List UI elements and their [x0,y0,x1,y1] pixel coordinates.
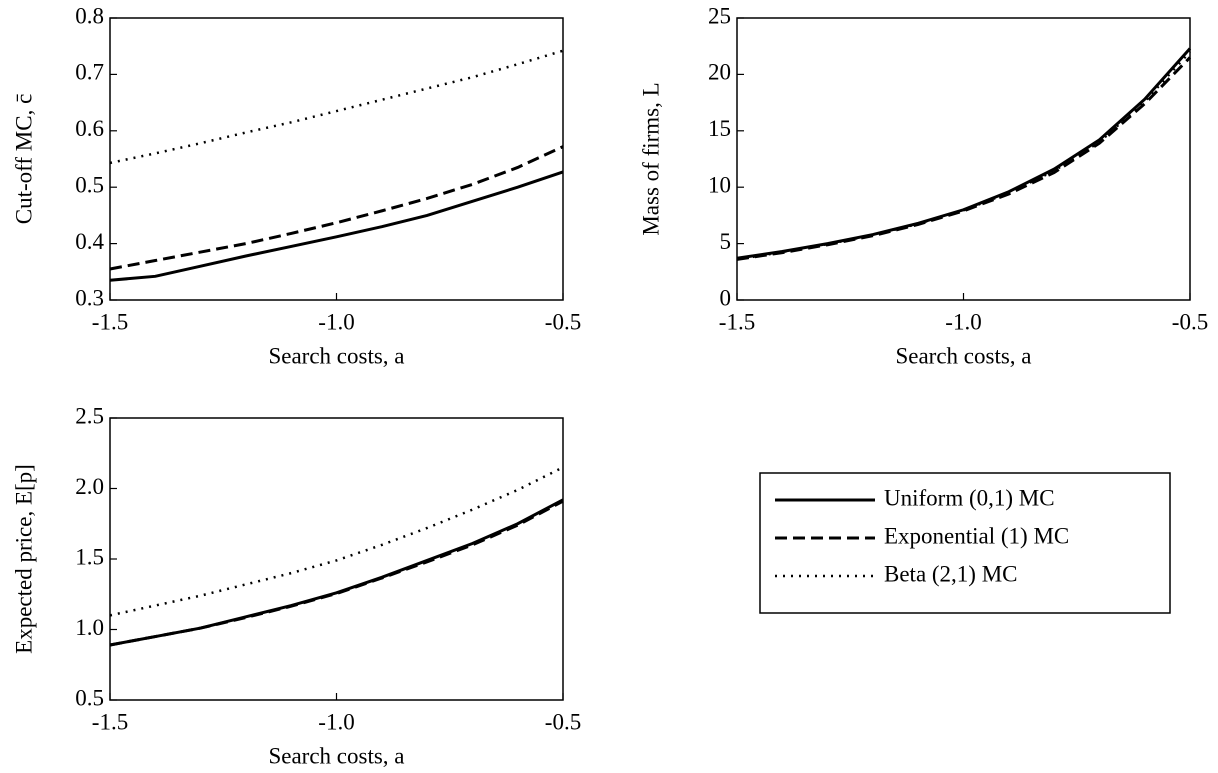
series-line [109,170,564,282]
series-line [109,145,564,271]
x-axis-label: Search costs, a [895,343,1031,368]
y-tick-label: 2.5 [75,403,104,428]
y-tick-label: 0 [720,285,732,310]
legend-label: Exponential (1) MC [884,523,1069,548]
y-tick-label: 0.7 [75,60,104,85]
y-tick-label: 10 [708,172,731,197]
x-tick-label: -0.5 [545,709,581,734]
y-tick-label: 0.5 [75,172,104,197]
x-tick-label: -1.5 [92,309,128,334]
y-tick-label: 1.0 [75,615,104,640]
y-tick-label: 0.5 [75,685,104,710]
x-tick-label: -0.5 [545,309,581,334]
x-tick-label: -1.0 [945,309,981,334]
x-axis-label: Search costs, a [268,743,404,768]
plot-frame [109,17,564,301]
x-tick-label: -1.0 [318,709,354,734]
legend-label: Beta (2,1) MC [884,561,1018,586]
series-line [109,466,564,617]
plot-frame [109,417,564,701]
x-tick-label: -1.5 [92,709,128,734]
y-axis-label: Cut-off MC, c̄ [11,94,36,225]
legend-label: Uniform (0,1) MC [884,485,1055,510]
series-line [736,56,1192,261]
y-tick-label: 20 [708,60,731,85]
y-tick-label: 0.4 [75,229,104,254]
y-axis-label: Expected price, E[p] [11,464,36,654]
y-tick-label: 0.3 [75,285,104,310]
y-tick-label: 0.8 [75,3,104,28]
y-tick-label: 15 [708,116,731,141]
y-tick-label: 5 [720,229,732,254]
x-tick-label: -0.5 [1172,309,1208,334]
series-line [736,50,1191,261]
plot-frame [736,17,1191,301]
series-line [109,49,564,165]
y-tick-label: 1.5 [75,544,104,569]
y-tick-label: 25 [708,3,731,28]
series-line [109,499,564,647]
series-line [736,47,1192,260]
y-tick-label: 0.6 [75,116,104,141]
x-tick-label: -1.5 [719,309,755,334]
x-axis-label: Search costs, a [268,343,404,368]
series-line [109,498,564,647]
legend-box [759,472,1171,614]
y-tick-label: 2.0 [75,474,104,499]
y-axis-label: Mass of firms, L [638,82,663,235]
x-tick-label: -1.0 [318,309,354,334]
